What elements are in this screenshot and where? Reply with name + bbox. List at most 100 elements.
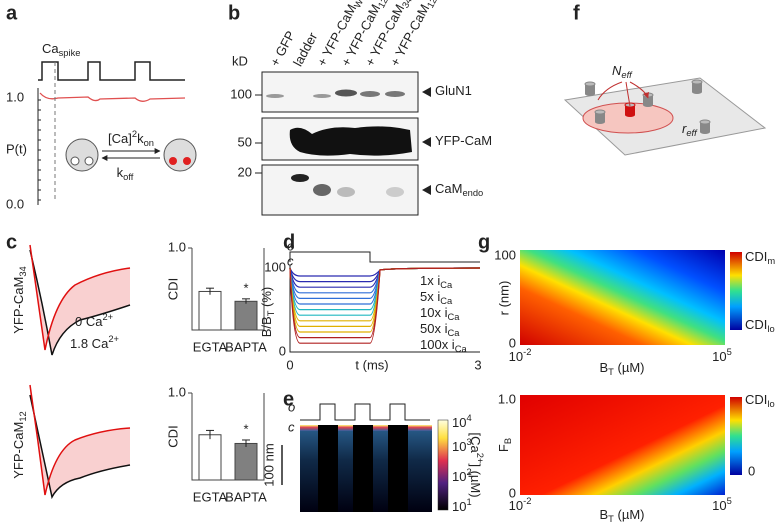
- panel-label: b: [228, 2, 240, 24]
- trace: [39, 92, 186, 102]
- cylinder: [692, 82, 702, 92]
- x-tick-label-part: -2: [523, 347, 531, 357]
- lane-label-part: WT: [353, 0, 369, 10]
- y-label-part: (%): [259, 287, 274, 311]
- cylinder-top: [584, 81, 596, 87]
- tick-label: 1.0: [6, 89, 24, 104]
- row-label: YFP-CaM34: [11, 266, 28, 333]
- stimulus-label-part: spike: [59, 48, 81, 58]
- colorbar-label-part: local: [767, 324, 775, 334]
- cylinder: [585, 84, 595, 94]
- panel-label: e: [283, 388, 294, 410]
- colorbar-tick: 101: [452, 497, 472, 514]
- colorbar-tick: 102: [452, 467, 472, 484]
- stimulus: [289, 251, 480, 263]
- colorbar-tick-part: 2: [466, 467, 471, 477]
- site: [84, 156, 94, 166]
- band: [385, 91, 405, 97]
- colorbar-label-part: CDI: [745, 249, 767, 264]
- bar: [234, 442, 258, 481]
- legend-entry: 1x iCa: [420, 273, 453, 290]
- x-tick-label: 105: [712, 347, 732, 364]
- unit-label: kD: [232, 53, 248, 68]
- trace: [29, 249, 131, 356]
- x-tick-label-part: -2: [523, 496, 531, 506]
- legend-entry: 50x iCa: [420, 321, 460, 338]
- x-label-part: T: [608, 367, 614, 377]
- legend-entry-part: Ca: [455, 344, 468, 354]
- x-tick-label: t (ms): [355, 357, 388, 372]
- rate-label-part: 2: [132, 129, 137, 139]
- site: [169, 157, 177, 165]
- lane-label-part: 12: [377, 0, 391, 10]
- colorbar: [437, 419, 449, 511]
- cylinder: [700, 122, 710, 132]
- legend-entry-part: 50x i: [420, 321, 448, 336]
- y-label-part: T: [266, 310, 276, 316]
- colorbar-label: [Ca2+] (µM): [468, 432, 485, 497]
- y-label: P(t): [6, 141, 27, 156]
- axes: [191, 248, 265, 331]
- y-tick-label: 1.0: [498, 391, 516, 406]
- colorbar: [730, 252, 742, 330]
- row-label-part: 12: [18, 411, 28, 421]
- scale-label: 100 nm: [261, 443, 276, 486]
- marker-label: 50: [238, 134, 252, 149]
- cylinder-top: [700, 130, 710, 134]
- annotation-part: eff: [686, 128, 698, 138]
- arrowheads: [422, 87, 431, 195]
- cylinder-top: [699, 119, 711, 125]
- colorbar-tick-part: 10: [452, 439, 466, 454]
- y-label-part: B/B: [259, 316, 274, 337]
- colorbar-tick-part: 1: [466, 497, 471, 507]
- band-label-part: GluN1: [435, 83, 472, 98]
- legend-entry-part: 1.8 Ca: [70, 336, 109, 351]
- legend-entry-part: Ca: [440, 296, 453, 306]
- colorbar-label-part: CDI: [745, 317, 767, 332]
- x-label-part: (µM): [614, 507, 645, 522]
- colorbar: [730, 397, 742, 475]
- rate-label-part: on: [144, 138, 154, 148]
- colorbar-label: 0: [748, 463, 755, 478]
- marker-ticks: [255, 94, 262, 174]
- x-label-part: B: [600, 360, 609, 375]
- colorbar-tick: 103: [452, 437, 472, 454]
- annotation: *: [243, 421, 248, 436]
- lane-label-part: 34: [401, 0, 415, 10]
- rate-label-part: k: [137, 131, 144, 146]
- x-tick-label-part: 10: [712, 498, 726, 513]
- band: [289, 126, 412, 156]
- y-tick-label: 0: [509, 485, 516, 500]
- band: [266, 94, 284, 98]
- curves: [289, 267, 481, 344]
- heatmap: [520, 395, 725, 495]
- colorbar-label-part: local: [767, 399, 775, 409]
- bar: [198, 434, 222, 481]
- cylinder-top: [585, 92, 595, 96]
- y-label: CDI: [165, 278, 180, 300]
- y-label: FB: [496, 438, 513, 452]
- cylinder-top: [692, 90, 702, 94]
- stimulus-label-part: Ca: [42, 41, 59, 56]
- legend-entry: 10x iCa: [420, 305, 460, 322]
- cylinder-top: [691, 79, 703, 85]
- x-label: BT (µM): [600, 360, 645, 377]
- y-tick-label: 0: [279, 343, 286, 358]
- row-label-part: YFP-CaM: [11, 422, 26, 479]
- stimulus-label: Caspike: [42, 41, 80, 58]
- band: [335, 89, 357, 97]
- x-tick-label-part: 5: [727, 347, 732, 357]
- tick-label: 0.0: [6, 196, 24, 211]
- colorbar-tick: 104: [452, 413, 472, 430]
- x-label: BT (µM): [600, 507, 645, 524]
- band-label-part: endo: [462, 188, 483, 198]
- colorbar-tick-part: 10: [452, 415, 466, 430]
- x-tick-label: EGTA: [193, 339, 228, 354]
- legend-entry-part: Ca: [447, 328, 460, 338]
- y-tick-label: 1.0: [168, 239, 186, 254]
- band: [313, 94, 331, 98]
- marker-label: 20: [238, 164, 252, 179]
- site: [70, 156, 80, 166]
- x-tick-label: BAPTA: [225, 489, 267, 504]
- legend-entry-part: 1x i: [420, 273, 440, 288]
